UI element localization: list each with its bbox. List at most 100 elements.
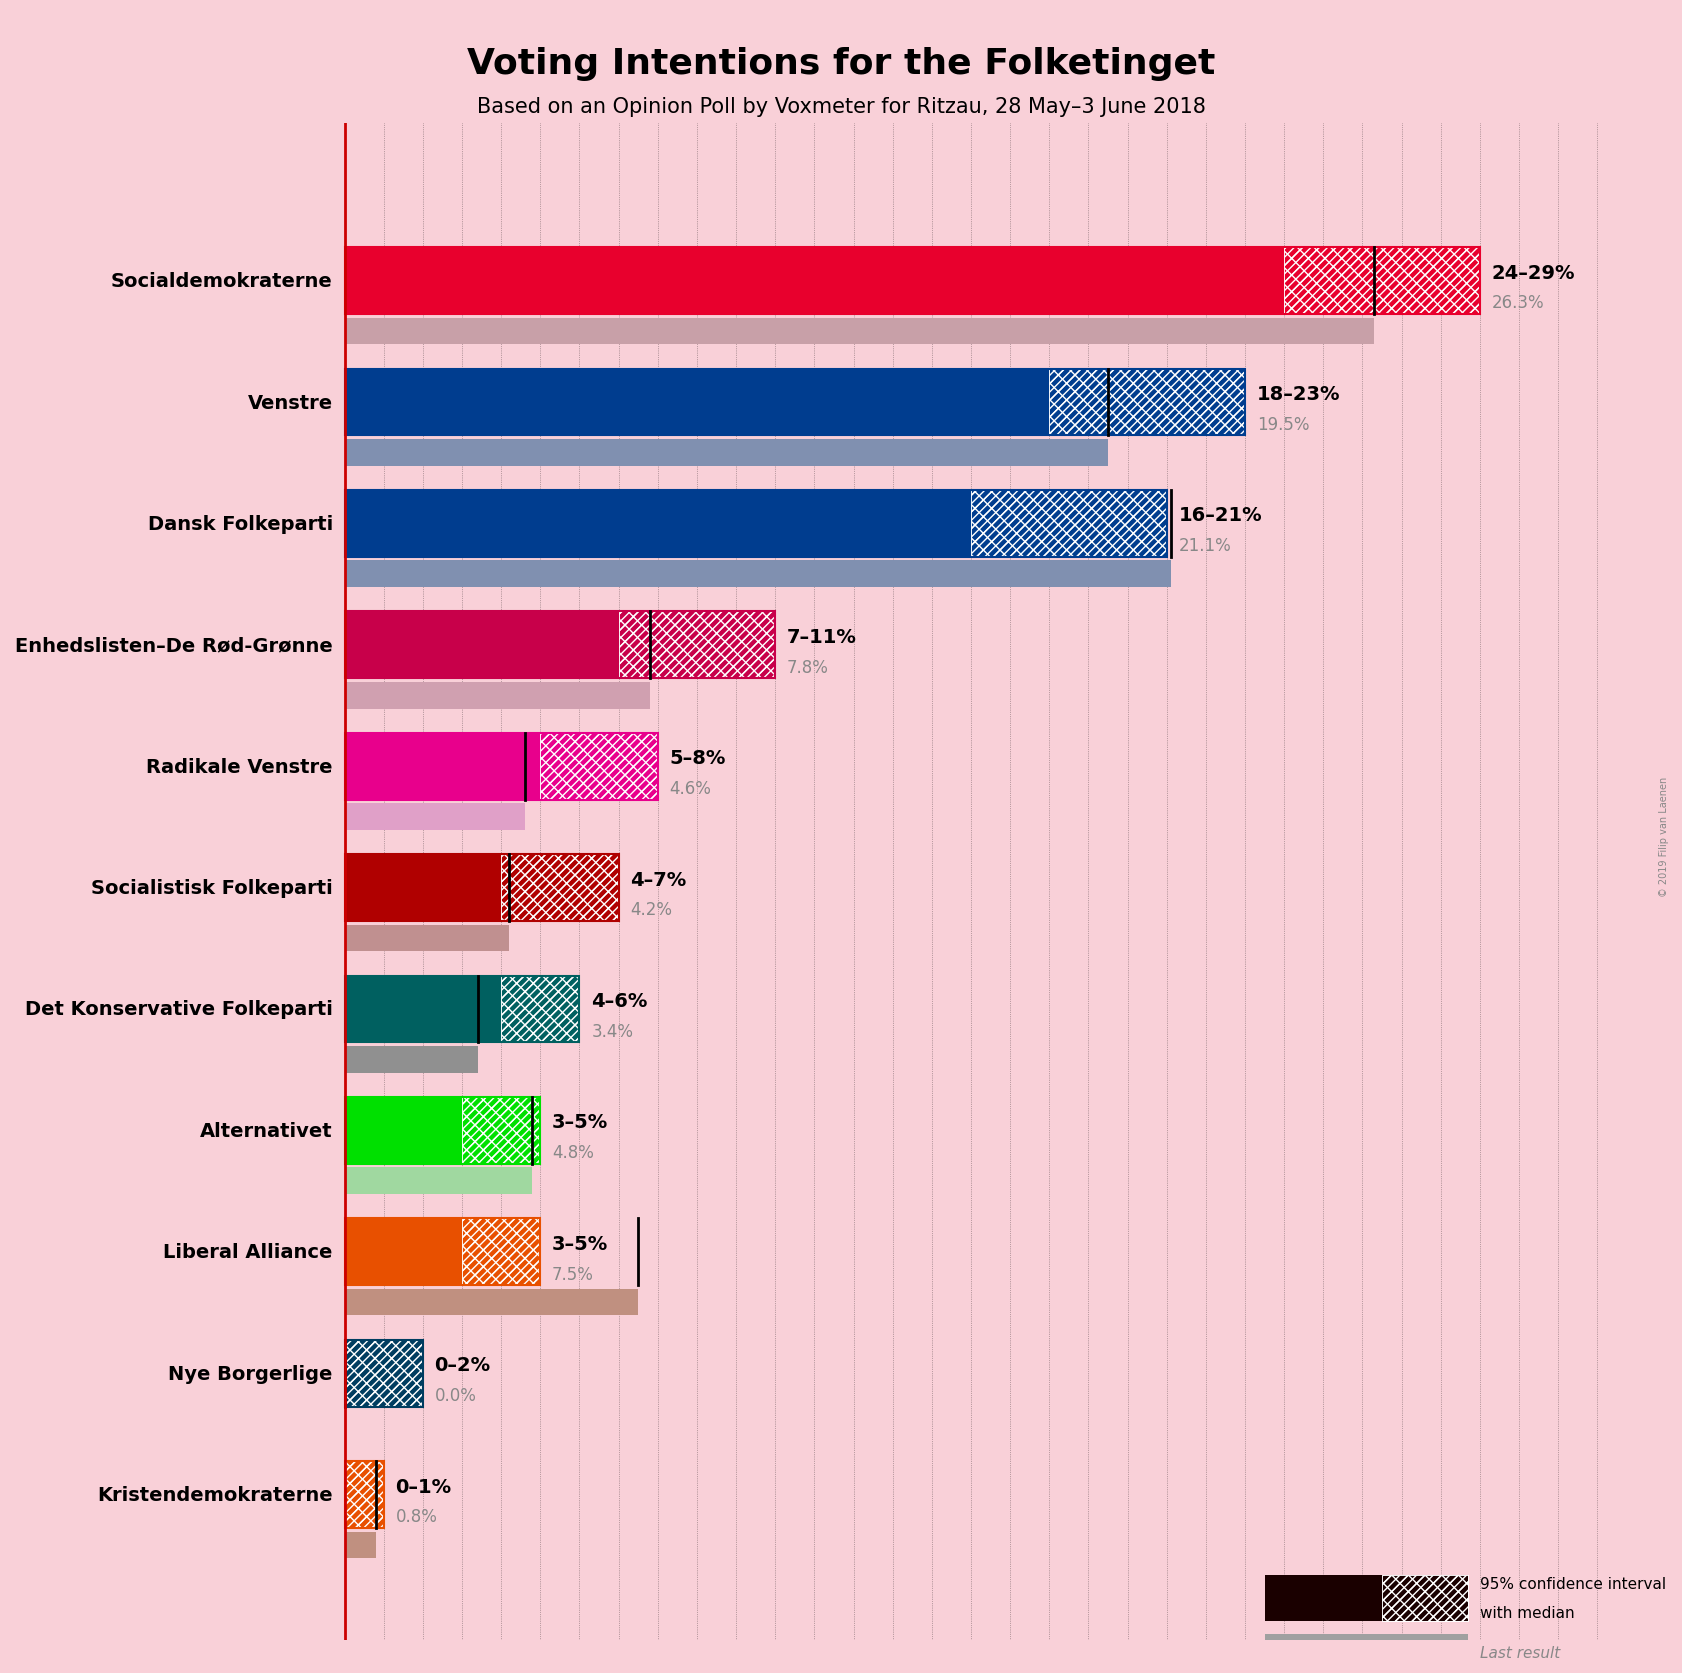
Text: Nye Borgerlige: Nye Borgerlige: [168, 1363, 333, 1384]
Bar: [501, 855, 619, 922]
Bar: [463, 1218, 540, 1285]
Text: 4–7%: 4–7%: [631, 870, 686, 888]
Bar: [345, 1168, 533, 1195]
Bar: [345, 1340, 422, 1407]
Text: Det Konservative Folkeparti: Det Konservative Folkeparti: [25, 1000, 333, 1019]
Bar: [1265, 1635, 1468, 1653]
Text: 4.6%: 4.6%: [669, 780, 711, 798]
Bar: [345, 1461, 383, 1527]
Text: 3.4%: 3.4%: [590, 1022, 632, 1041]
Text: 7.8%: 7.8%: [787, 657, 829, 676]
Bar: [1265, 1574, 1383, 1621]
Bar: [619, 612, 775, 679]
Text: Voting Intentions for the Folketinget: Voting Intentions for the Folketinget: [468, 47, 1214, 80]
Bar: [345, 1097, 540, 1164]
Bar: [345, 1288, 637, 1315]
Bar: [345, 975, 501, 1042]
Bar: [345, 612, 775, 679]
Text: Dansk Folkeparti: Dansk Folkeparti: [148, 515, 333, 534]
Bar: [345, 1340, 422, 1407]
Bar: [345, 248, 1283, 315]
Text: Venstre: Venstre: [247, 393, 333, 412]
Bar: [1383, 1574, 1468, 1621]
Bar: [345, 1461, 383, 1527]
Text: with median: with median: [1480, 1604, 1574, 1619]
Bar: [345, 925, 510, 952]
Text: Enhedslisten–De Rød-Grønne: Enhedslisten–De Rød-Grønne: [15, 636, 333, 654]
Bar: [345, 1218, 540, 1285]
Text: Alternativet: Alternativet: [200, 1121, 333, 1141]
Bar: [345, 560, 1171, 587]
Bar: [345, 803, 525, 830]
Bar: [345, 1340, 422, 1407]
Bar: [1050, 370, 1245, 437]
Bar: [971, 490, 1167, 557]
Bar: [345, 733, 540, 800]
Bar: [345, 1218, 463, 1285]
Text: 0.0%: 0.0%: [434, 1387, 476, 1404]
Bar: [501, 975, 579, 1042]
Text: 5–8%: 5–8%: [669, 750, 727, 768]
Text: 7.5%: 7.5%: [552, 1265, 594, 1283]
Bar: [345, 440, 1108, 467]
Bar: [540, 733, 658, 800]
Bar: [345, 1097, 463, 1164]
Text: © 2019 Filip van Laenen: © 2019 Filip van Laenen: [1658, 776, 1669, 897]
Bar: [971, 490, 1167, 557]
Bar: [345, 1461, 383, 1527]
Text: Radikale Venstre: Radikale Venstre: [146, 758, 333, 776]
Bar: [463, 1097, 540, 1164]
Bar: [1283, 248, 1480, 315]
Bar: [345, 1461, 383, 1527]
Bar: [1050, 370, 1245, 437]
Bar: [345, 733, 658, 800]
Bar: [1383, 1574, 1468, 1621]
Bar: [345, 1046, 478, 1072]
Text: 3–5%: 3–5%: [552, 1113, 609, 1131]
Text: 26.3%: 26.3%: [1492, 294, 1544, 313]
Bar: [1050, 370, 1245, 437]
Bar: [345, 1340, 422, 1407]
Text: 18–23%: 18–23%: [1256, 385, 1341, 403]
Bar: [345, 318, 1374, 345]
Bar: [501, 855, 619, 922]
Text: 0.8%: 0.8%: [395, 1507, 437, 1526]
Bar: [345, 370, 1050, 437]
Text: 16–21%: 16–21%: [1179, 507, 1262, 525]
Text: 0–2%: 0–2%: [434, 1355, 491, 1374]
Text: Socialistisk Folkeparti: Socialistisk Folkeparti: [91, 878, 333, 897]
Bar: [345, 612, 619, 679]
Bar: [345, 248, 1480, 315]
Bar: [1283, 248, 1480, 315]
Bar: [501, 975, 579, 1042]
Bar: [501, 975, 579, 1042]
Text: 7–11%: 7–11%: [787, 627, 856, 646]
Text: Kristendemokraterne: Kristendemokraterne: [98, 1486, 333, 1504]
Bar: [345, 683, 649, 709]
Text: 21.1%: 21.1%: [1179, 537, 1231, 555]
Text: 4–6%: 4–6%: [590, 992, 648, 1010]
Text: 4.8%: 4.8%: [552, 1144, 594, 1161]
Text: 4.2%: 4.2%: [631, 900, 673, 918]
Bar: [345, 490, 971, 557]
Bar: [345, 490, 1167, 557]
Bar: [1383, 1574, 1468, 1621]
Bar: [501, 855, 619, 922]
Bar: [463, 1097, 540, 1164]
Text: 0–1%: 0–1%: [395, 1477, 451, 1496]
Bar: [345, 370, 1245, 437]
Text: 3–5%: 3–5%: [552, 1235, 609, 1253]
Bar: [463, 1218, 540, 1285]
Bar: [345, 975, 579, 1042]
Bar: [463, 1218, 540, 1285]
Text: 19.5%: 19.5%: [1256, 415, 1309, 433]
Bar: [463, 1097, 540, 1164]
Bar: [971, 490, 1167, 557]
Bar: [345, 1531, 375, 1558]
Text: Based on an Opinion Poll by Voxmeter for Ritzau, 28 May–3 June 2018: Based on an Opinion Poll by Voxmeter for…: [476, 97, 1206, 117]
Text: 95% confidence interval: 95% confidence interval: [1480, 1576, 1667, 1591]
Bar: [619, 612, 775, 679]
Bar: [619, 612, 775, 679]
Text: Socialdemokraterne: Socialdemokraterne: [111, 273, 333, 291]
Bar: [345, 855, 501, 922]
